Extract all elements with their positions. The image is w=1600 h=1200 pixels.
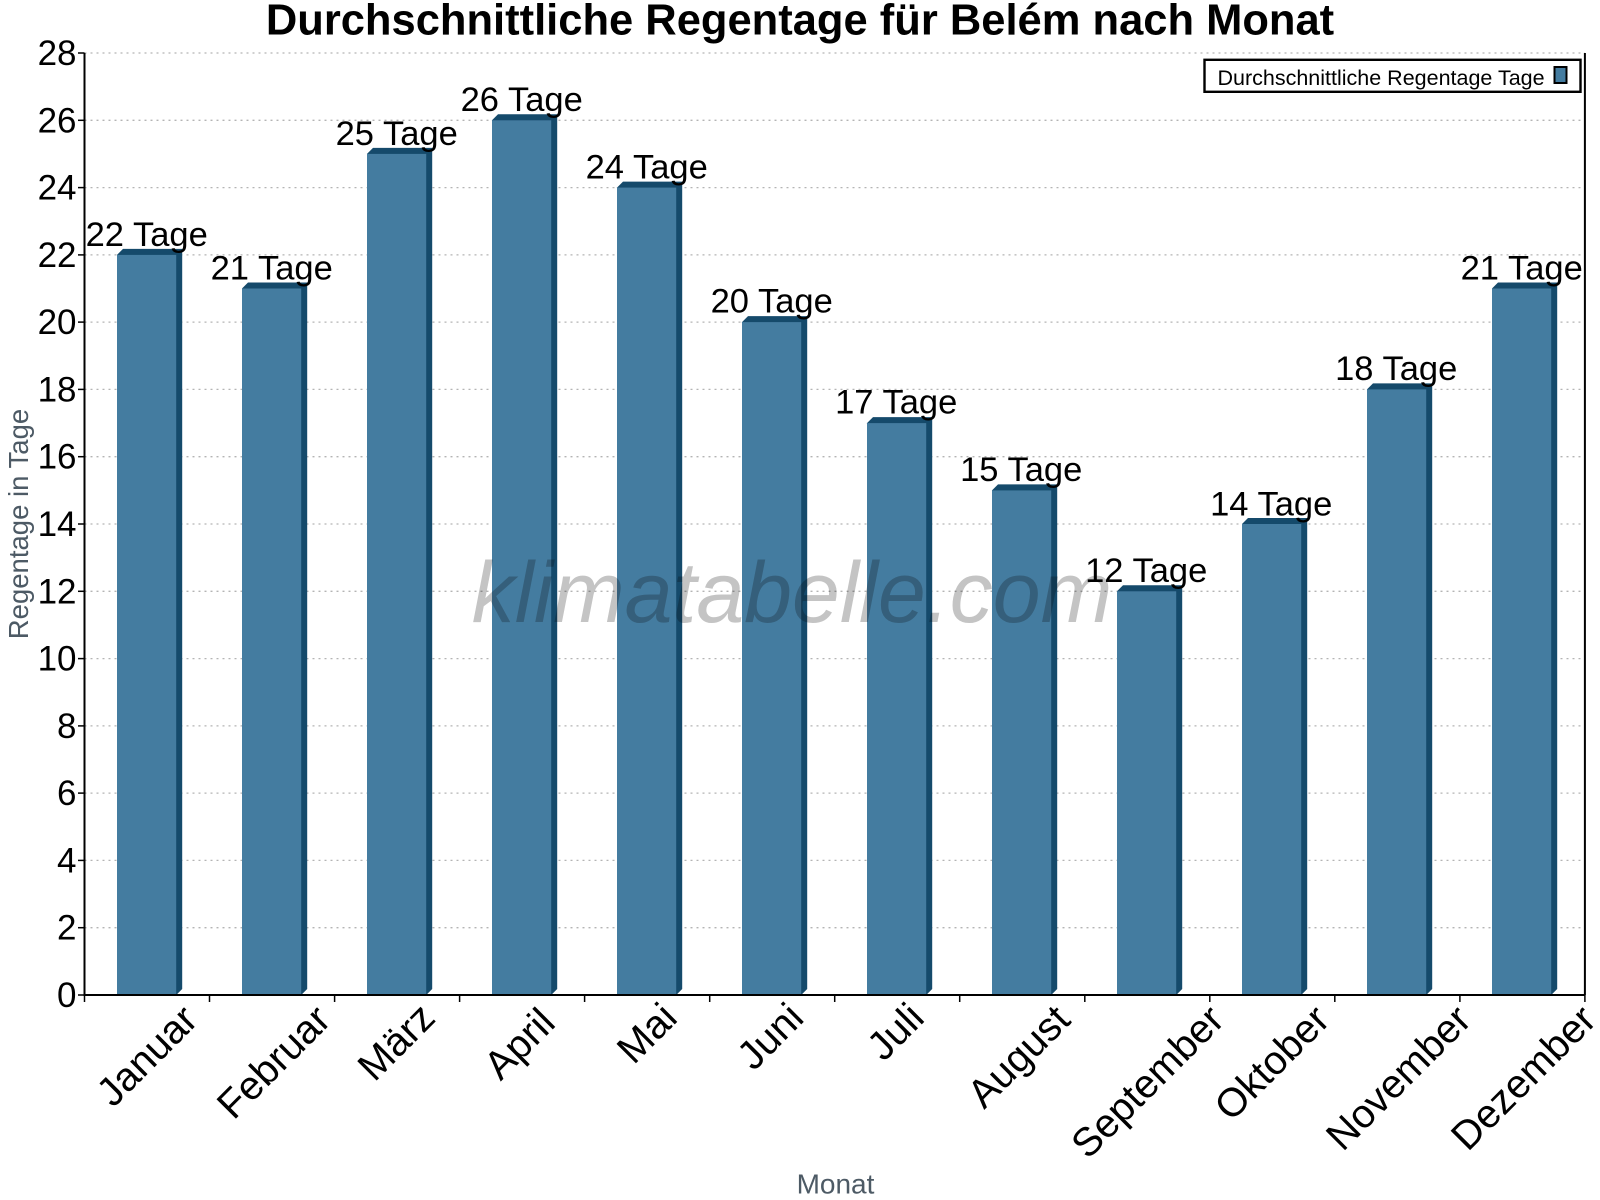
- svg-text:Regentage in Tage: Regentage in Tage: [3, 409, 34, 639]
- svg-text:12: 12: [38, 572, 77, 611]
- svg-text:22: 22: [38, 236, 77, 275]
- svg-text:16: 16: [38, 438, 77, 477]
- svg-text:10: 10: [38, 640, 77, 679]
- svg-text:20 Tage: 20 Tage: [711, 283, 833, 321]
- svg-text:14: 14: [38, 505, 77, 544]
- svg-text:Monat: Monat: [797, 1169, 875, 1200]
- svg-text:24 Tage: 24 Tage: [586, 149, 708, 187]
- svg-text:14 Tage: 14 Tage: [1210, 485, 1332, 523]
- svg-text:klimatabelle.com: klimatabelle.com: [472, 545, 1112, 641]
- svg-text:Durchschnittliche Regentage fü: Durchschnittliche Regentage für Belém na…: [266, 0, 1334, 45]
- svg-text:20: 20: [38, 303, 77, 342]
- svg-text:Durchschnittliche Regentage Ta: Durchschnittliche Regentage Tage: [1218, 66, 1545, 90]
- svg-text:22 Tage: 22 Tage: [86, 216, 208, 254]
- svg-text:24: 24: [38, 169, 77, 208]
- svg-text:26 Tage: 26 Tage: [461, 81, 583, 119]
- svg-text:15 Tage: 15 Tage: [960, 451, 1082, 489]
- svg-text:4: 4: [57, 841, 76, 880]
- svg-text:12 Tage: 12 Tage: [1085, 552, 1207, 590]
- svg-text:18: 18: [38, 370, 77, 409]
- svg-text:8: 8: [57, 707, 76, 746]
- svg-text:25 Tage: 25 Tage: [336, 115, 458, 153]
- svg-text:28: 28: [38, 34, 77, 73]
- svg-text:0: 0: [57, 976, 76, 1015]
- svg-text:21 Tage: 21 Tage: [1461, 249, 1583, 287]
- svg-text:26: 26: [38, 101, 77, 140]
- svg-text:2: 2: [57, 909, 76, 948]
- svg-text:17 Tage: 17 Tage: [835, 384, 957, 422]
- svg-text:6: 6: [57, 774, 76, 813]
- svg-text:21 Tage: 21 Tage: [211, 249, 333, 287]
- svg-text:18 Tage: 18 Tage: [1335, 350, 1457, 388]
